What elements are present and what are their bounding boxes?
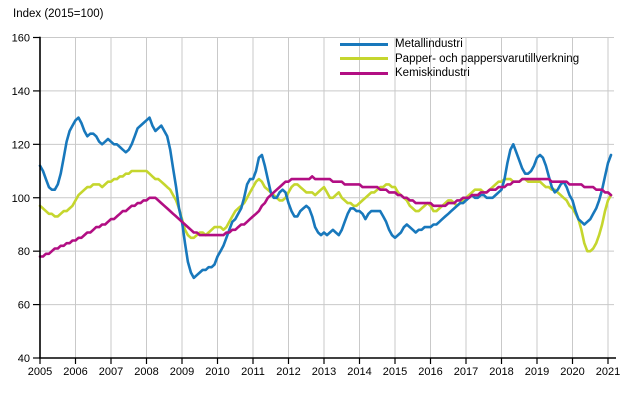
chart-title: Index (2015=100) (13, 8, 104, 20)
svg-text:2014: 2014 (347, 366, 371, 378)
kemisk-line-swatch (340, 71, 388, 75)
legend-item-metallindustri: Metallindustri (340, 38, 579, 50)
svg-text:80: 80 (18, 246, 30, 258)
svg-text:2015: 2015 (383, 366, 407, 378)
svg-text:60: 60 (18, 300, 30, 312)
svg-text:2019: 2019 (525, 366, 549, 378)
legend-label-kemisk: Kemiskindustri (395, 67, 470, 79)
gridlines (39, 37, 614, 359)
svg-text:2020: 2020 (560, 366, 584, 378)
svg-text:40: 40 (18, 353, 30, 365)
x-axis-labels: 2005 2006 2007 2008 2009 2010 2011 2012 2013 2014… (28, 366, 620, 378)
svg-text:2013: 2013 (312, 366, 336, 378)
svg-text:2009: 2009 (170, 366, 194, 378)
svg-text:2006: 2006 (63, 366, 87, 378)
svg-text:2012: 2012 (276, 366, 300, 378)
svg-text:2021: 2021 (596, 366, 620, 378)
svg-text:120: 120 (12, 139, 30, 151)
legend-label-metallindustri: Metallindustri (395, 38, 463, 50)
svg-text:2018: 2018 (489, 366, 513, 378)
svg-text:140: 140 (12, 86, 30, 98)
chart-legend: Metallindustri Papper- och pappersvaruti… (340, 38, 579, 79)
kemiskindustri-line (38, 175, 613, 258)
legend-item-kemisk: Kemiskindustri (340, 67, 579, 79)
svg-text:2010: 2010 (205, 366, 229, 378)
svg-text:2007: 2007 (99, 366, 123, 378)
svg-text:2005: 2005 (28, 366, 52, 378)
legend-label-papper: Papper- och pappersvarutillverkning (395, 52, 580, 65)
series-lines (38, 116, 613, 280)
svg-text:160: 160 (12, 33, 30, 45)
metallindustri-line (38, 116, 613, 280)
svg-text:2017: 2017 (454, 366, 478, 378)
svg-text:2016: 2016 (418, 366, 442, 378)
papper-line-swatch (340, 57, 388, 60)
tick-marks (33, 36, 609, 364)
legend-item-papper: Papper- och pappersvarutillverkning (340, 53, 579, 65)
svg-text:2011: 2011 (241, 366, 265, 378)
y-axis-labels: 40 60 80 100 120 140 160 (12, 33, 30, 366)
svg-text:2008: 2008 (134, 366, 158, 378)
metallindustri-line-swatch (340, 42, 388, 46)
svg-text:100: 100 (12, 193, 30, 205)
